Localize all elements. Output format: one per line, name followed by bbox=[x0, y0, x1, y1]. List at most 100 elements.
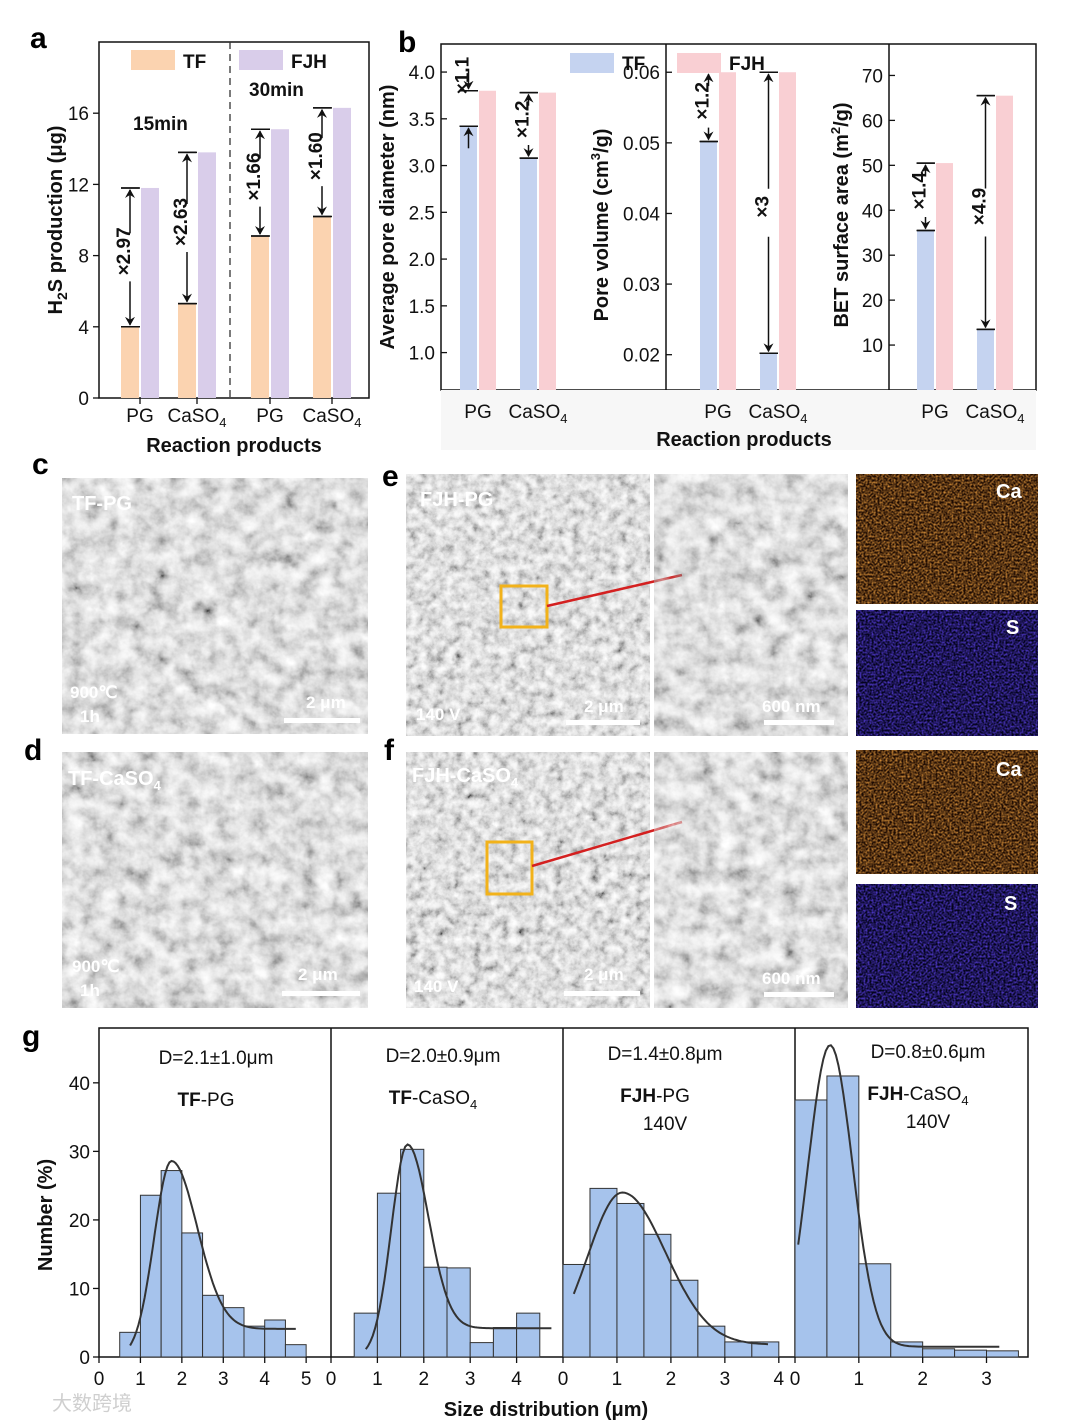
panel-b-bar-fjh bbox=[779, 72, 796, 390]
panel-b-xlabel: Reaction products bbox=[656, 429, 832, 451]
panel-g-hist-bar bbox=[670, 1279, 699, 1358]
panel-g-hist-bar bbox=[922, 1348, 956, 1358]
panel-a-ratio-label: ×2.63 bbox=[171, 198, 192, 246]
panel-a-xtick-label: PG bbox=[256, 406, 283, 427]
panel-g-xtick-label: 3 bbox=[720, 1369, 731, 1390]
panel-b-bar-tf bbox=[460, 126, 477, 390]
panel-a-xlabel: Reaction products bbox=[146, 435, 322, 457]
panel-b-ytick-label: 60 bbox=[862, 111, 883, 132]
panel-b-xtick-label: PG bbox=[704, 402, 731, 423]
panel-c-letter: c bbox=[32, 448, 49, 481]
panel-a-ytick-label: 8 bbox=[78, 247, 89, 268]
panel-g-hist-bar bbox=[400, 1148, 425, 1358]
panel-a-bar-tf bbox=[178, 303, 196, 398]
sem-image-fjh-caso4 bbox=[406, 752, 650, 1008]
panel-a-legend-fjh: FJH bbox=[291, 52, 327, 73]
panel-g-mean-label: D=2.0±0.9μm bbox=[386, 1046, 501, 1067]
panel-g-hist-bar bbox=[243, 1325, 266, 1358]
panel-b-xtick-label: PG bbox=[921, 402, 948, 423]
panel-g-sample-label: TF-CaSO4 bbox=[389, 1088, 478, 1112]
panel-g-ylabel: Number (%) bbox=[35, 1159, 57, 1271]
panel-b-ylabel-bet: BET surface area (m2/g) bbox=[828, 102, 853, 327]
panel-g-fit-curve bbox=[129, 1159, 296, 1346]
panel-a-bar-tf bbox=[121, 326, 139, 398]
sem-image-fjh-caso4-zoom bbox=[654, 752, 848, 1008]
panel-a-legend-tf: TF bbox=[183, 52, 206, 73]
sem-f-scale-label: 2 μm bbox=[584, 965, 624, 984]
panel-a-bar-tf bbox=[313, 216, 331, 398]
panel-g-hist-bar bbox=[202, 1294, 224, 1358]
panel-b-ytick-label: 2.5 bbox=[409, 203, 435, 224]
panel-g-ytick-label: 20 bbox=[69, 1211, 90, 1232]
panel-b-bar-fjh bbox=[996, 95, 1013, 390]
panel-b-ytick-label: 3.5 bbox=[409, 110, 435, 131]
panel-g-hist-bar bbox=[181, 1232, 204, 1358]
panel-b-ylabel-diameter: Average pore diameter (nm) bbox=[377, 85, 399, 350]
panel-g-mean-label: D=1.4±0.8μm bbox=[608, 1044, 723, 1065]
panel-g-hist-bar bbox=[284, 1344, 307, 1358]
sem-f-zoom-box bbox=[485, 840, 534, 896]
panel-b-ytick-label: 10 bbox=[862, 336, 883, 357]
panel-g-hist-bar bbox=[446, 1267, 471, 1358]
panel-g-ytick-label: 10 bbox=[69, 1279, 90, 1300]
panel-b-bar-tf bbox=[760, 353, 777, 390]
panel-b-ytick-label: 40 bbox=[862, 201, 883, 222]
panel-b-xtick-label: CaSO4 bbox=[509, 402, 568, 426]
panel-g-sample-label: TF-PG bbox=[178, 1090, 235, 1111]
panel-b-ytick-label: 4.0 bbox=[409, 63, 435, 84]
panel-g-fit-curve bbox=[572, 1191, 769, 1346]
panel-g-hist-bar bbox=[697, 1325, 726, 1358]
panel-a-ytick-label: 12 bbox=[68, 175, 89, 196]
panel-g-letter: g bbox=[22, 1020, 40, 1053]
panel-g-xtick-label: 2 bbox=[917, 1369, 928, 1390]
panel-a-ylabel: H2S production (μg) bbox=[45, 126, 70, 315]
panel-g-ytick-label: 30 bbox=[69, 1142, 90, 1163]
panel-g-hist-bar bbox=[751, 1341, 780, 1358]
eds-map-ca-caso4-label: Ca bbox=[996, 759, 1022, 781]
panel-g-hist-bar bbox=[423, 1266, 448, 1358]
panel-a-legend-swatch-tf bbox=[131, 50, 175, 70]
panel-g-hist-bar bbox=[222, 1307, 245, 1358]
sem-f-zoom-scale-label: 600 nm bbox=[762, 969, 821, 988]
panel-b-ratio-label: ×1.2 bbox=[693, 82, 714, 120]
panel-g-xtick-label: 4 bbox=[511, 1369, 522, 1390]
sem-image-fjh-pg bbox=[406, 474, 650, 736]
panel-g-xtick-label: 0 bbox=[558, 1369, 569, 1390]
panel-g-hist-bar bbox=[986, 1350, 1019, 1358]
panel-g-hist-bar bbox=[954, 1349, 988, 1358]
panel-g-xtick-label: 1 bbox=[372, 1369, 383, 1390]
panel-g-xtick-label: 3 bbox=[465, 1369, 476, 1390]
panel-a-ytick-label: 16 bbox=[68, 104, 89, 125]
panel-g-hist-bar bbox=[858, 1263, 892, 1358]
sem-image-tf-caso4 bbox=[62, 752, 368, 1008]
eds-map-s-caso4-label: S bbox=[1004, 893, 1017, 915]
panel-b-ytick-label: 2.0 bbox=[409, 250, 435, 271]
panel-b-ratio-label: ×3 bbox=[753, 196, 774, 218]
panel-g-xtick-label: 2 bbox=[666, 1369, 677, 1390]
sem-d-title: TF-CaSO4 bbox=[68, 768, 162, 793]
panel-g-hist-bar bbox=[724, 1341, 753, 1358]
eds-map-s-pg-label: S bbox=[1006, 617, 1019, 639]
panel-g-xtick-label: 3 bbox=[218, 1369, 229, 1390]
panel-b-legend-tf: TF bbox=[622, 54, 645, 75]
eds-map-ca-pg bbox=[856, 474, 1038, 604]
sem-e-voltage: 140 V bbox=[416, 705, 461, 724]
panel-a-ratio-label: ×2.97 bbox=[114, 227, 135, 275]
panel-b-ytick-label: 0.05 bbox=[623, 134, 660, 155]
sem-e-zoom-scale-bar bbox=[764, 720, 834, 725]
panel-g-xtick-label: 5 bbox=[301, 1369, 312, 1390]
panel-g-hist-bar bbox=[643, 1233, 672, 1358]
panel-b-legend-swatch-fjh bbox=[677, 53, 721, 73]
sem-e-title: FJH-PG bbox=[420, 489, 493, 511]
panel-b-ytick-label: 0.02 bbox=[623, 346, 660, 367]
sem-e-zoom-scale-label: 600 nm bbox=[762, 697, 821, 716]
sem-image-fjh-pg-zoom bbox=[654, 474, 848, 736]
panel-e-letter: e bbox=[382, 460, 399, 493]
panel-a-bar-tf bbox=[251, 236, 269, 398]
sem-c-temp: 900℃ bbox=[70, 683, 117, 702]
panel-g-xtick-label: 1 bbox=[612, 1369, 623, 1390]
sem-d-time: 1h bbox=[80, 981, 100, 1000]
